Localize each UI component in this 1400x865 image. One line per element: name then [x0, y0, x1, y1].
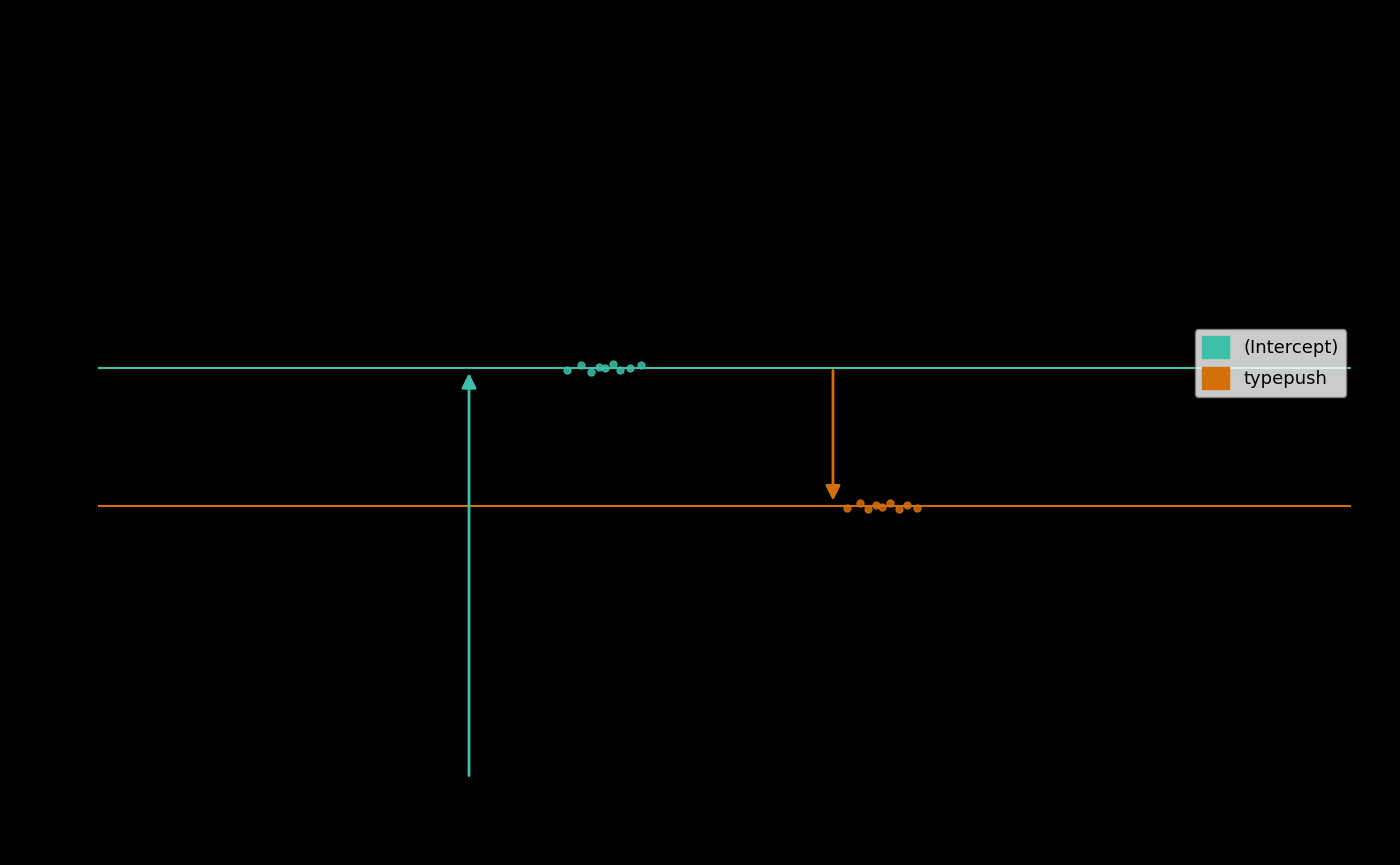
- Point: [896, 498, 918, 512]
- Point: [888, 502, 910, 516]
- Legend: (Intercept), typepush: (Intercept), typepush: [1194, 329, 1347, 397]
- Point: [848, 497, 871, 510]
- Point: [602, 357, 624, 371]
- Point: [619, 361, 641, 375]
- Point: [871, 500, 893, 514]
- Point: [906, 501, 928, 515]
- Point: [609, 363, 631, 377]
- Point: [594, 362, 616, 375]
- Point: [879, 496, 902, 509]
- Point: [580, 365, 602, 379]
- Point: [836, 501, 858, 515]
- Point: [588, 360, 610, 374]
- Point: [630, 358, 652, 372]
- Point: [857, 503, 879, 516]
- Point: [865, 498, 888, 512]
- Point: [570, 358, 592, 372]
- Point: [556, 363, 578, 377]
